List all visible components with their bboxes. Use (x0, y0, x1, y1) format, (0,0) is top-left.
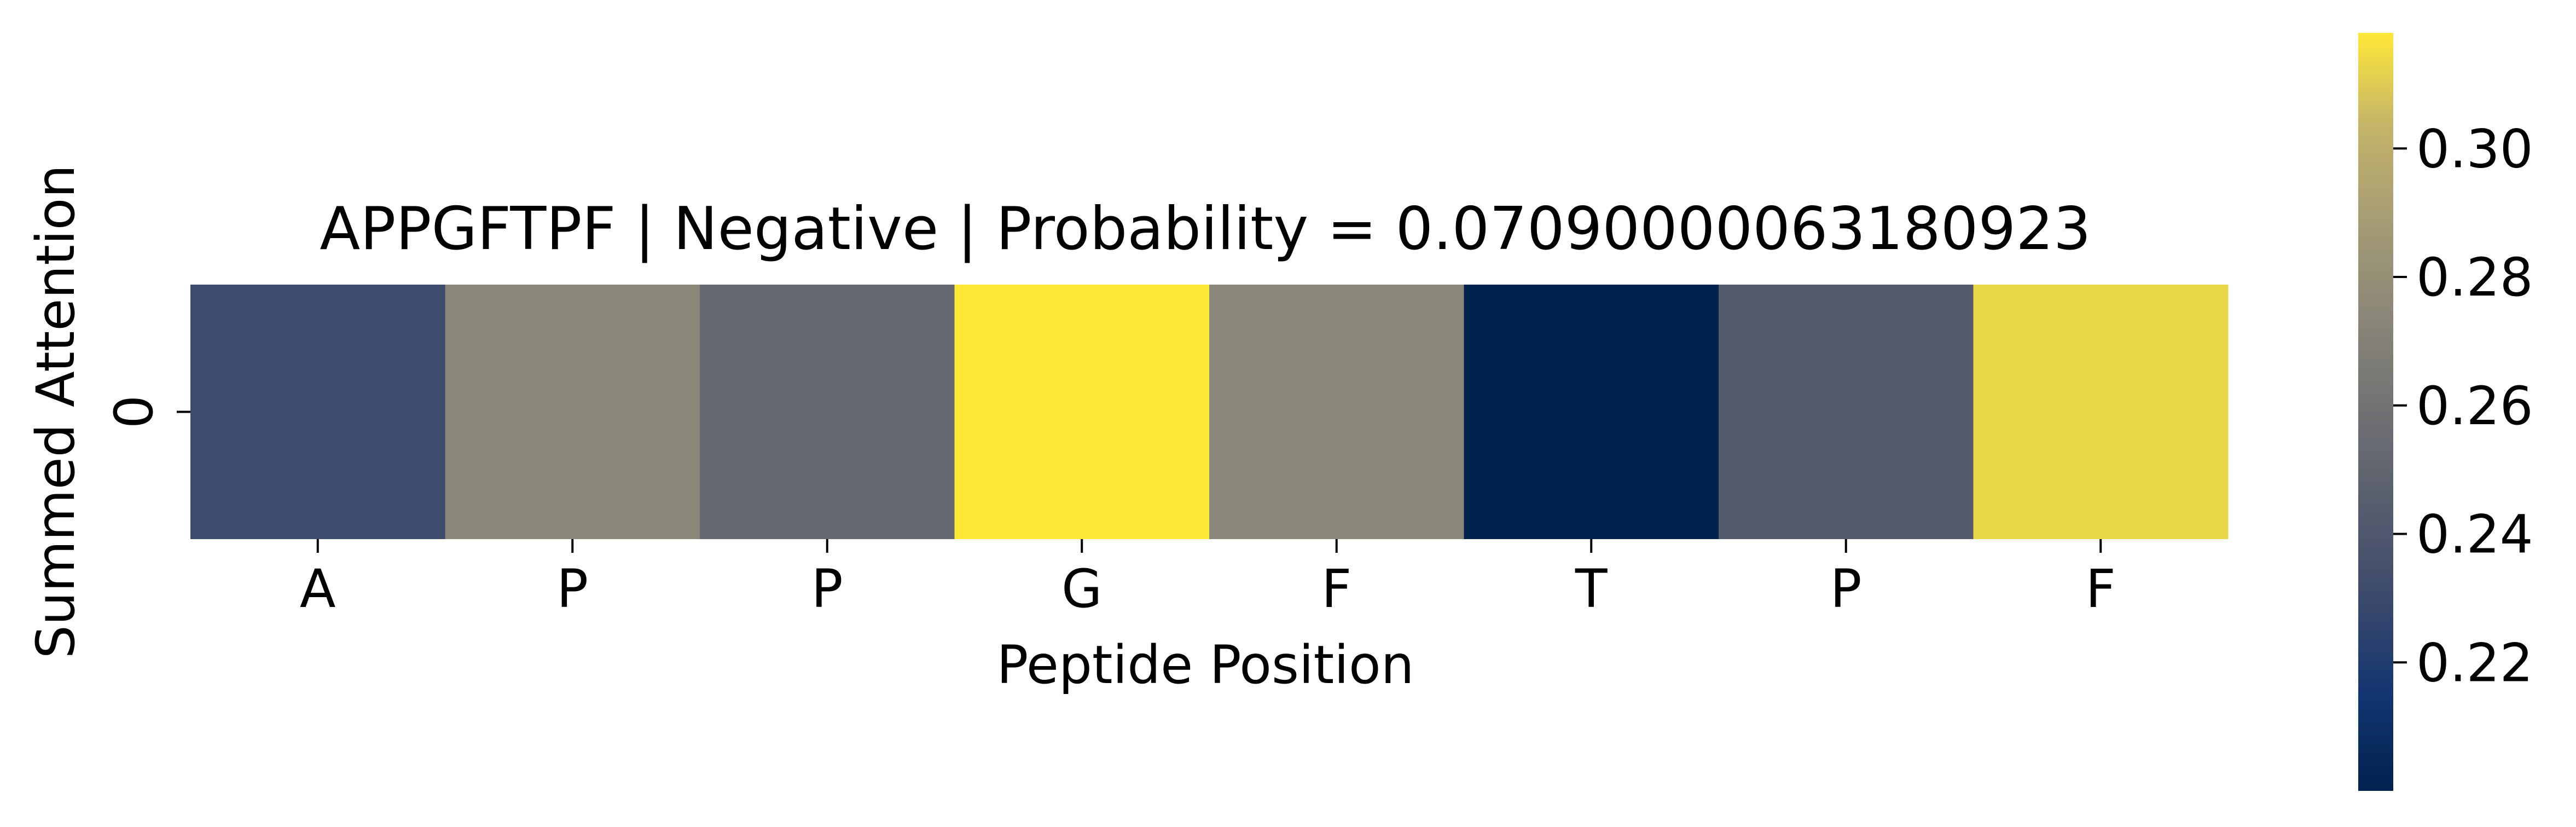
colorbar-tick-label: 0.22 (2416, 632, 2533, 693)
x-tick-label: T (1575, 558, 1608, 620)
y-axis: 0 (103, 395, 190, 429)
x-tick-label: G (1061, 558, 1102, 620)
colorbar-tick-label: 0.28 (2416, 247, 2533, 308)
x-tick-label: P (811, 558, 843, 620)
colorbar-tick-label: 0.24 (2416, 504, 2533, 565)
heatmap-cell (1464, 285, 1719, 539)
heatmap-cell (1973, 285, 2229, 539)
x-tick-label: P (1830, 558, 1862, 620)
heatmap-cells (190, 285, 2229, 539)
heatmap-cell (190, 285, 445, 539)
heatmap-cell (445, 285, 700, 539)
heatmap-cell (954, 285, 1210, 539)
heatmap-cell (1209, 285, 1464, 539)
colorbar-tick-label: 0.30 (2416, 118, 2533, 180)
heatmap-cell (1719, 285, 1974, 539)
x-tick-label: P (556, 558, 588, 620)
colorbar (2358, 33, 2393, 791)
colorbar-tick-label: 0.26 (2416, 375, 2533, 437)
y-tick-label: 0 (103, 395, 165, 429)
colorbar-axis: 0.22 0.24 0.26 0.28 0.30 (2393, 118, 2533, 693)
x-axis-label: Peptide Position (996, 634, 1414, 696)
y-axis-label: Summed Attention (25, 165, 86, 658)
heatmap-cell (700, 285, 955, 539)
chart-title: APPGFTPF | Negative | Probability = 0.07… (320, 195, 2091, 263)
x-tick-label: A (300, 558, 336, 620)
x-tick-label: F (1321, 558, 1351, 620)
x-tick-label: F (2086, 558, 2116, 620)
